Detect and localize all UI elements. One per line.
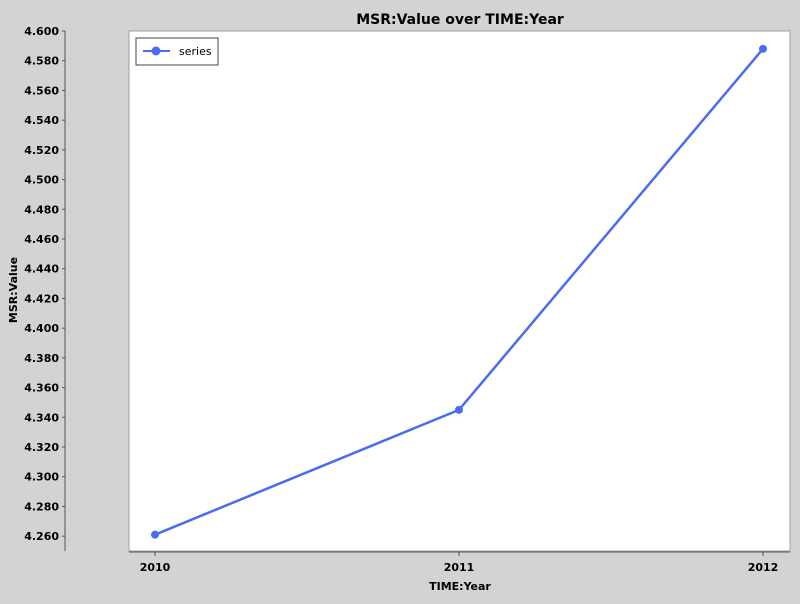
- y-tick-label: 4.380: [24, 352, 59, 365]
- y-tick-label: 4.320: [24, 441, 59, 454]
- data-point: [455, 405, 463, 414]
- y-tick-label: 4.360: [24, 382, 59, 395]
- y-tick-label: 4.300: [24, 471, 59, 484]
- y-tick-label: 4.420: [24, 292, 59, 305]
- x-axis-label: TIME:Year: [429, 580, 491, 593]
- series-layer: [151, 44, 767, 539]
- legend-series-marker: [151, 46, 161, 56]
- data-point: [759, 44, 767, 53]
- x-tick-label: 2010: [140, 561, 171, 574]
- y-tick-label: 4.540: [24, 114, 59, 127]
- legend-series-label: series: [179, 45, 212, 58]
- chart-title: MSR:Value over TIME:Year: [356, 12, 564, 28]
- x-tick-label: 2011: [444, 561, 475, 574]
- y-tick-label: 4.580: [24, 55, 59, 68]
- y-tick-label: 4.400: [24, 322, 59, 335]
- y-tick-label: 4.260: [24, 530, 59, 543]
- x-tick-label: 2012: [748, 561, 779, 574]
- y-axis: 4.260 4.280 4.300 4.320 4.340 4.360 4.380 4.400…: [24, 25, 66, 551]
- data-point: [151, 530, 159, 539]
- y-tick-label: 4.480: [24, 203, 59, 216]
- y-tick-label: 4.280: [24, 500, 59, 513]
- y-tick-label: 4.440: [24, 263, 59, 276]
- y-tick-label: 4.560: [24, 84, 59, 97]
- y-tick-label: 4.520: [24, 144, 59, 157]
- x-axis: 2010 2011 2012: [129, 551, 790, 574]
- y-tick-label: 4.340: [24, 411, 59, 424]
- plot-area: [128, 30, 791, 552]
- legend: series: [135, 37, 219, 66]
- legend-box: [135, 37, 219, 66]
- y-tick-label: 4.500: [24, 174, 59, 187]
- y-tick-label: 4.600: [24, 25, 59, 38]
- y-tick-label: 4.460: [24, 233, 59, 246]
- y-axis-label: MSR:Value: [7, 257, 20, 323]
